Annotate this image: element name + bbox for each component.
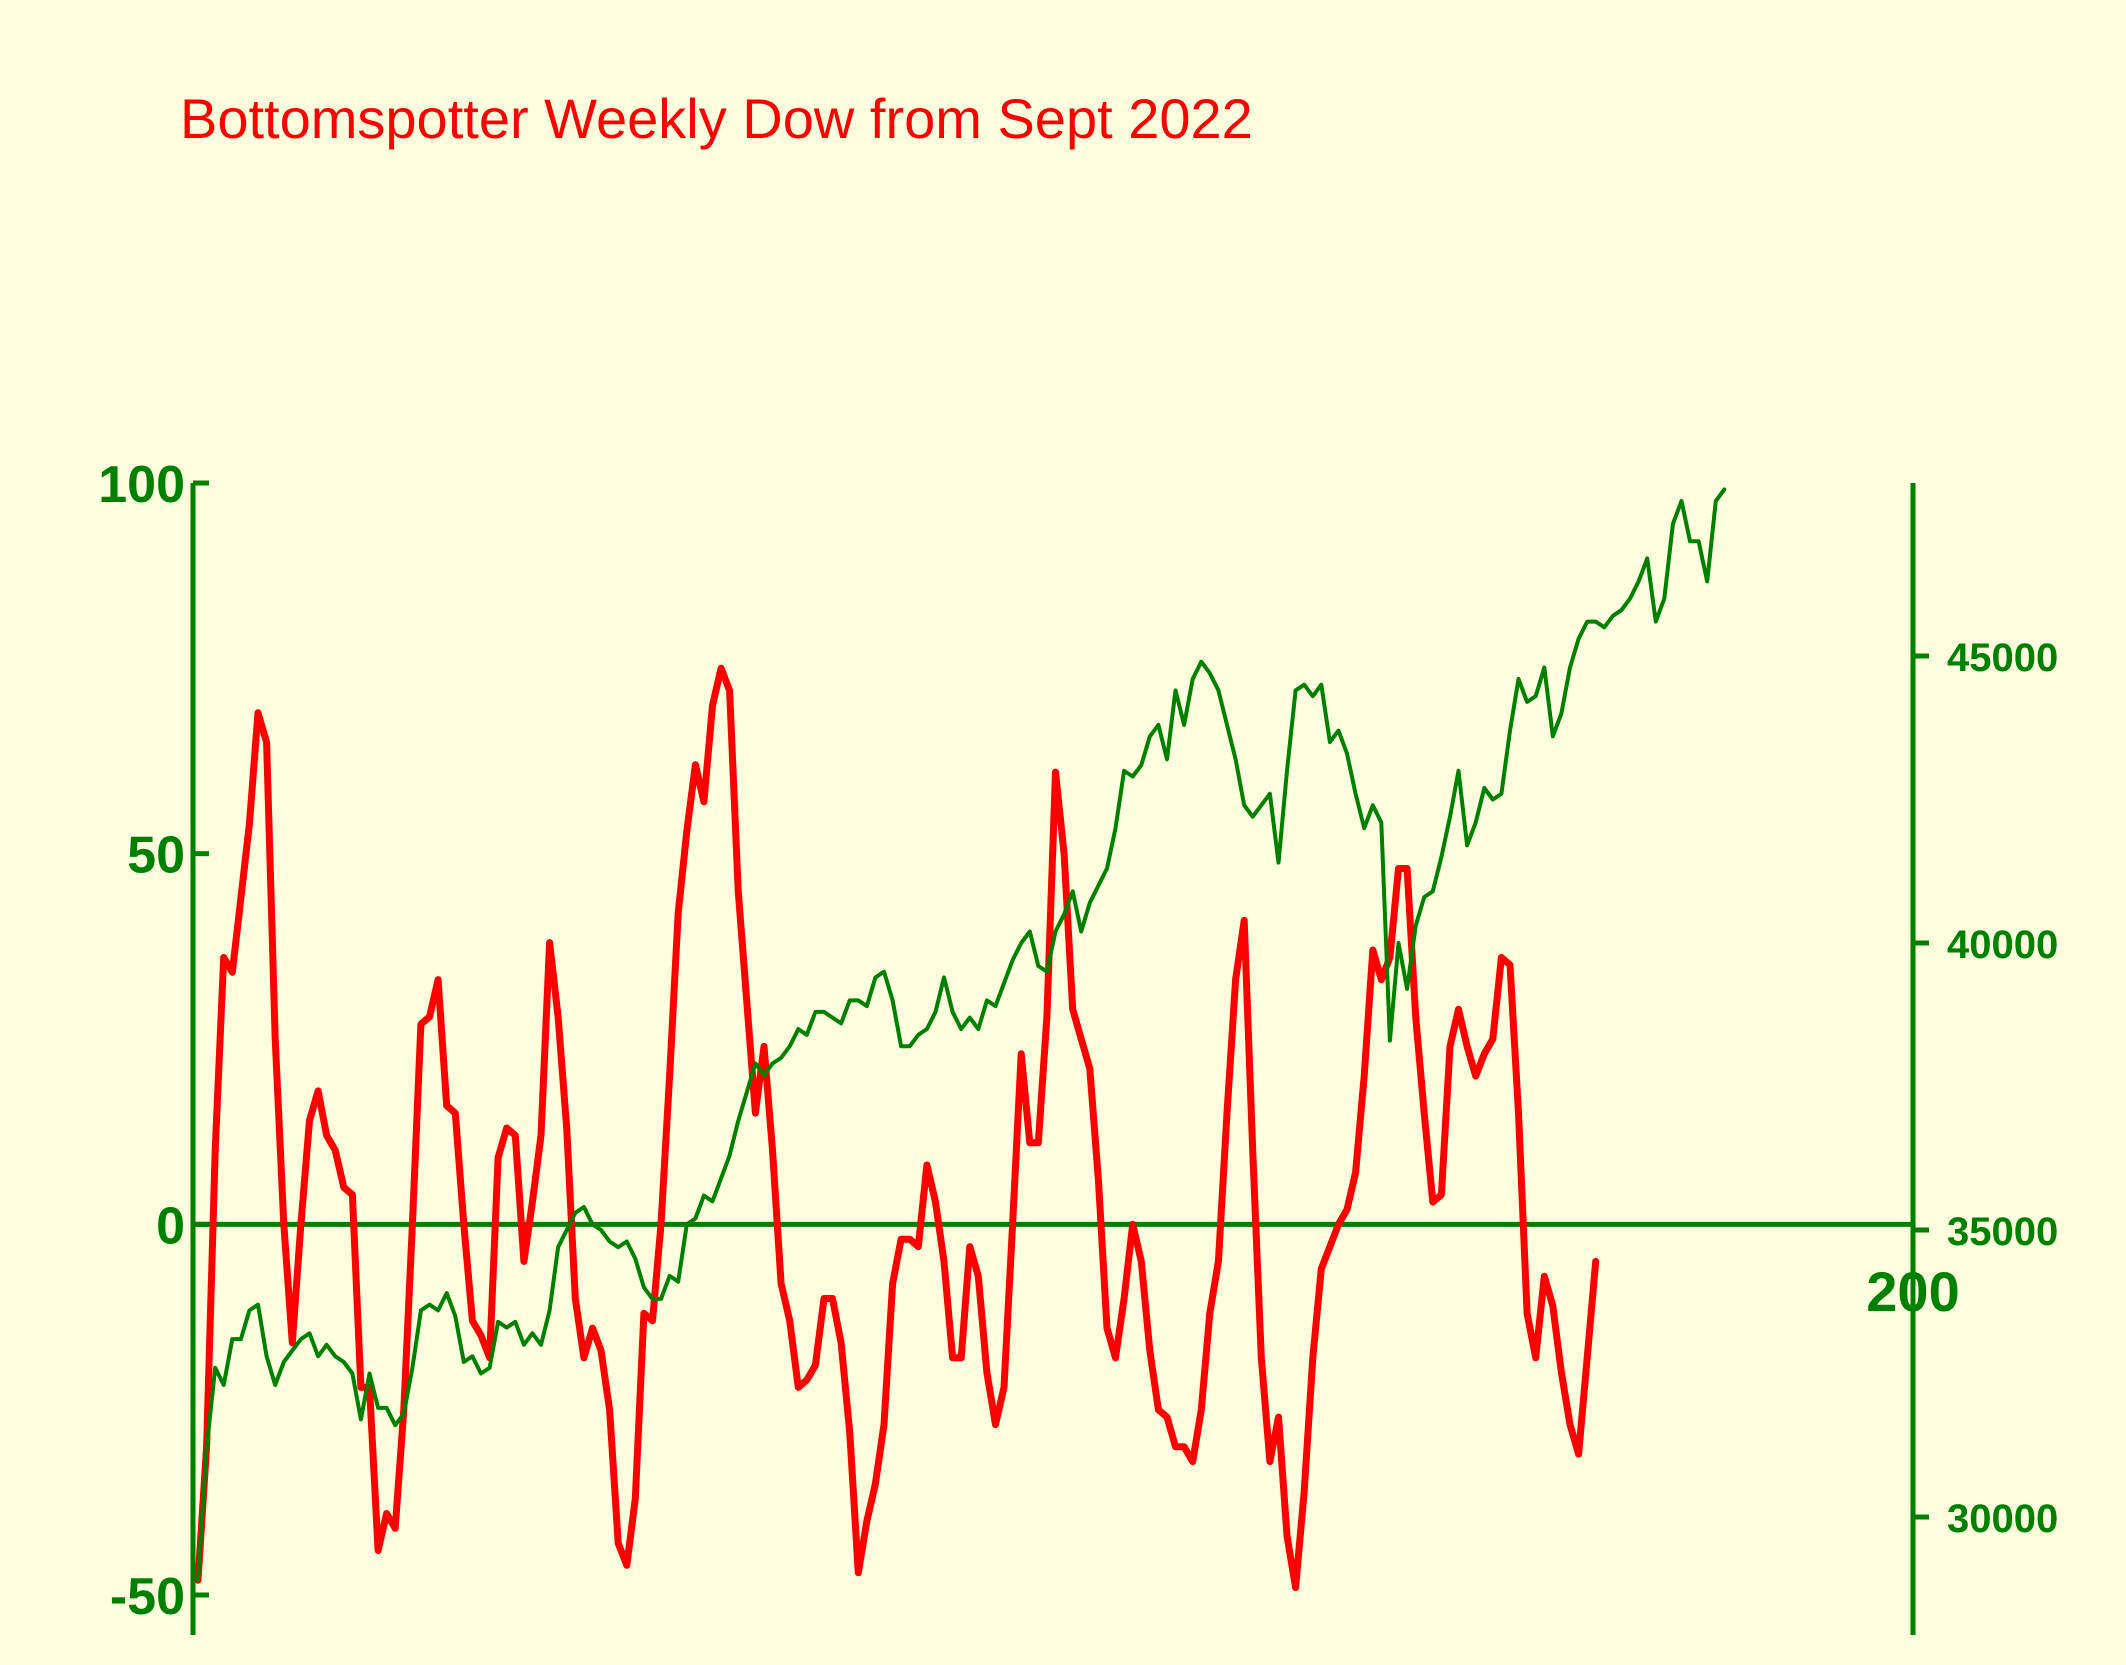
right-tick-label: 40000 — [1947, 923, 2058, 967]
dow-series-line — [196, 487, 1727, 1583]
chart-title: Bottomspotter Weekly Dow from Sept 2022 — [180, 87, 1253, 150]
right-tick-label: 45000 — [1947, 636, 2058, 680]
left-tick-label: 0 — [156, 1197, 185, 1255]
right-tick-label: 35000 — [1947, 1210, 2058, 1254]
left-tick-label: -50 — [110, 1568, 185, 1626]
right-tick-label: 30000 — [1947, 1497, 2058, 1541]
series-layer — [194, 487, 1727, 1592]
x-tick-label: 200 — [1866, 1260, 1959, 1323]
left-tick-label: 50 — [127, 827, 185, 885]
axes: -50 0 50 100 30000 35000 40000 45000 200 — [98, 456, 2058, 1635]
oscillator-series-line — [194, 664, 1600, 1592]
left-tick-label: 100 — [98, 456, 185, 514]
